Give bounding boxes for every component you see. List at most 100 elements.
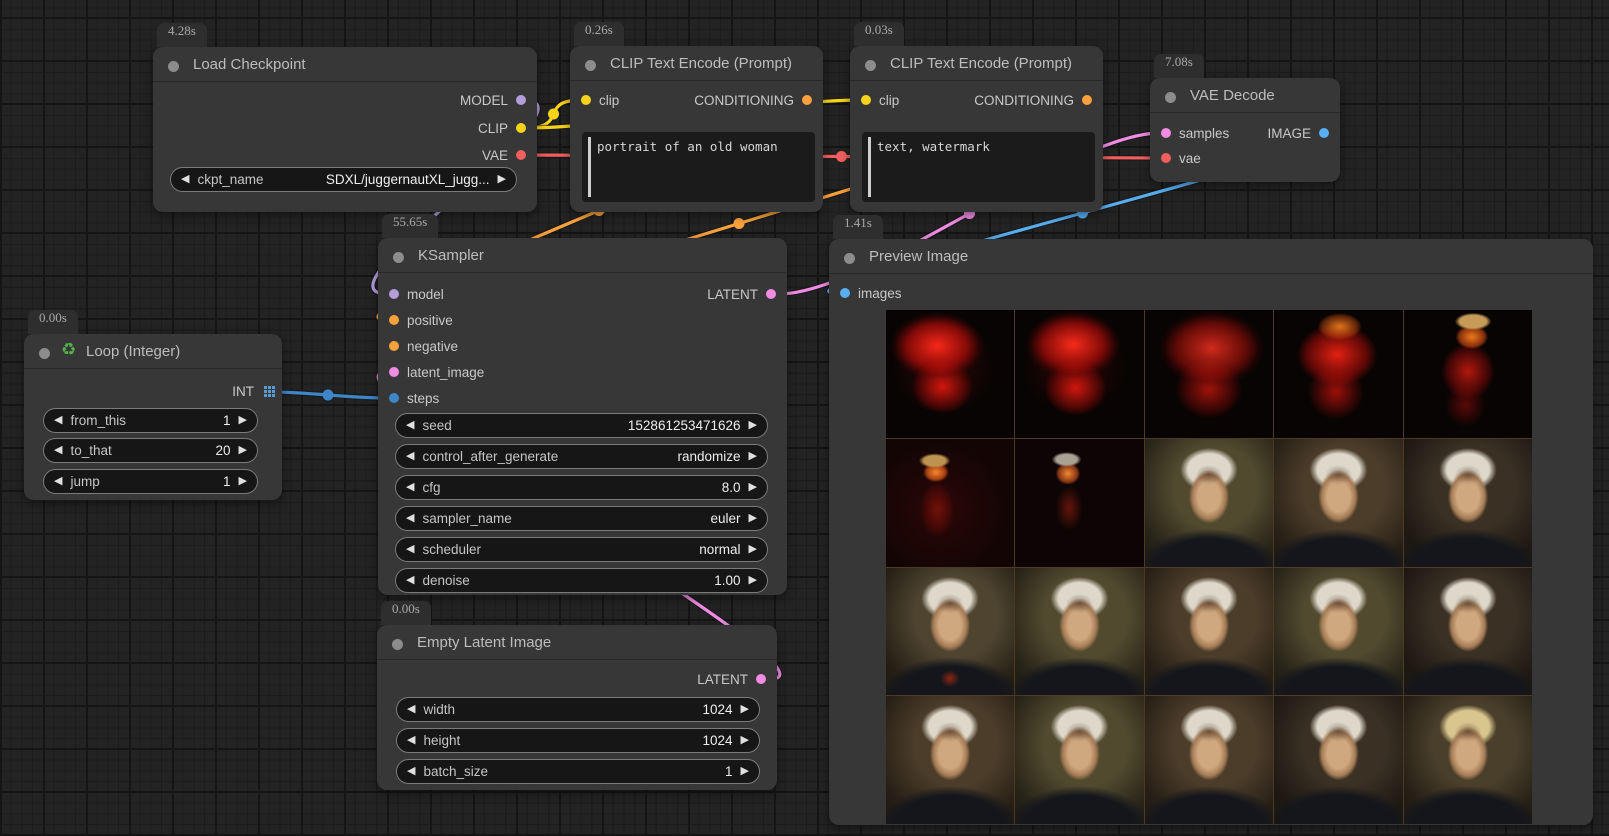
preview-image-cell-noise-e[interactable] (1403, 310, 1532, 438)
preview-image-cell-portrait-yellowscarf[interactable] (1403, 696, 1532, 824)
preview-image-cell-portrait-brown[interactable] (1144, 696, 1274, 824)
preview-image-cell-portrait-dark[interactable] (1403, 438, 1532, 567)
widget-sampler-name[interactable]: ◀ sampler_name euler ▶ (395, 506, 768, 531)
decrement-arrow-icon[interactable]: ◀ (54, 444, 63, 456)
widget-width[interactable]: ◀ width 1024 ▶ (396, 697, 760, 722)
decrement-arrow-icon[interactable]: ◀ (406, 481, 415, 493)
prompt-textarea[interactable]: text, watermark (862, 132, 1095, 202)
vae-port[interactable] (1161, 153, 1171, 163)
decrement-arrow-icon[interactable]: ◀ (406, 543, 415, 555)
preview-image-cell-portrait-olive[interactable] (1015, 696, 1144, 824)
decrement-arrow-icon[interactable]: ◀ (407, 734, 416, 746)
clip-port[interactable] (581, 95, 591, 105)
decrement-arrow-icon[interactable]: ◀ (54, 475, 63, 487)
increment-arrow-icon[interactable]: ▶ (748, 543, 757, 555)
node-clip-text-encode-negative[interactable]: 0.03s CLIP Text Encode (Prompt) clip CON… (850, 22, 1103, 212)
latent-port[interactable] (756, 674, 766, 684)
decrement-arrow-icon[interactable]: ◀ (406, 512, 415, 524)
node-load-checkpoint[interactable]: 4.28s Load Checkpoint MODEL CLIP VAE ◀ c… (153, 23, 537, 212)
preview-image-cell-noise-d[interactable] (1274, 310, 1403, 438)
increment-arrow-icon[interactable]: ▶ (740, 703, 749, 715)
samples-port[interactable] (1161, 128, 1171, 138)
prompt-textarea[interactable]: portrait of an old woman (582, 132, 815, 202)
latent-image-port[interactable] (389, 367, 399, 377)
steps-port[interactable] (389, 393, 399, 403)
decrement-arrow-icon[interactable]: ◀ (54, 414, 63, 426)
preview-image-cell-portrait-redchest[interactable] (886, 567, 1015, 696)
widget-cfg[interactable]: ◀ cfg 8.0 ▶ (395, 475, 768, 500)
decrement-arrow-icon[interactable]: ◀ (406, 450, 415, 462)
clip-port[interactable] (861, 95, 871, 105)
increment-arrow-icon[interactable]: ▶ (740, 765, 749, 777)
execution-time-badge: 4.28s (157, 23, 207, 47)
conditioning-port[interactable] (1082, 95, 1092, 105)
decrement-arrow-icon[interactable]: ◀ (406, 419, 415, 431)
widget-batch-size[interactable]: ◀ batch_size 1 ▶ (396, 759, 760, 784)
preview-image-cell-portrait-dark[interactable] (1274, 696, 1403, 824)
widget-ckpt-name[interactable]: ◀ ckpt_name SDXL/juggernautXL_jugg... ▶ (170, 167, 517, 192)
widget-scheduler[interactable]: ◀ scheduler normal ▶ (395, 537, 768, 562)
images-port[interactable] (840, 288, 850, 298)
increment-arrow-icon[interactable]: ▶ (748, 419, 757, 431)
preview-image-cell-portrait-dark[interactable] (1403, 567, 1532, 696)
node-loop-integer[interactable]: 0.00s ♻ Loop (Integer) INT ◀ from_this 1… (24, 310, 282, 500)
widget-denoise[interactable]: ◀ denoise 1.00 ▶ (395, 568, 768, 593)
positive-port[interactable] (389, 315, 399, 325)
preview-image-cell-portrait-brown[interactable] (886, 696, 1015, 824)
node-status-dot[interactable] (865, 60, 876, 71)
output-label: LATENT (697, 671, 748, 687)
vae-port[interactable] (516, 150, 526, 160)
preview-image-cell-noise-b[interactable] (1015, 310, 1144, 438)
clip-port[interactable] (516, 123, 526, 133)
decrement-arrow-icon[interactable]: ◀ (407, 765, 416, 777)
widget-seed[interactable]: ◀ seed 152861253471626 ▶ (395, 413, 768, 438)
node-vae-decode[interactable]: 7.08s VAE Decode samples vae IMAGE (1150, 54, 1340, 182)
increment-arrow-icon[interactable]: ▶ (238, 444, 247, 456)
preview-image-cell-portrait-brown[interactable] (1274, 438, 1403, 567)
node-status-dot[interactable] (39, 348, 50, 359)
conditioning-port[interactable] (802, 95, 812, 105)
increment-arrow-icon[interactable]: ▶ (748, 481, 757, 493)
model-port[interactable] (516, 95, 526, 105)
node-empty-latent-image[interactable]: 0.00s Empty Latent Image LATENT ◀ width … (377, 601, 777, 790)
node-preview-image[interactable]: 1.41s Preview Image images (829, 215, 1593, 825)
model-port[interactable] (389, 289, 399, 299)
node-status-dot[interactable] (1165, 92, 1176, 103)
decrement-arrow-icon[interactable]: ◀ (406, 574, 415, 586)
list-output-grid-icon[interactable] (264, 385, 267, 389)
node-status-dot[interactable] (844, 253, 855, 264)
latent-port[interactable] (766, 289, 776, 299)
preview-image-cell-noise-c[interactable] (1144, 310, 1274, 438)
node-ksampler[interactable]: 55.65s KSampler model positive negative … (378, 214, 787, 595)
preview-image-cell-emerge-a[interactable] (886, 438, 1015, 567)
widget-to-that[interactable]: ◀ to_that 20 ▶ (43, 438, 258, 463)
preview-image-cell-emerge-b[interactable] (1015, 438, 1144, 567)
node-status-dot[interactable] (392, 639, 403, 650)
image-port[interactable] (1319, 128, 1329, 138)
increment-arrow-icon[interactable]: ▶ (748, 450, 757, 462)
widget-from-this[interactable]: ◀ from_this 1 ▶ (43, 408, 258, 433)
node-status-dot[interactable] (393, 252, 404, 263)
increment-arrow-icon[interactable]: ▶ (238, 414, 247, 426)
node-status-dot[interactable] (168, 61, 179, 72)
widget-height[interactable]: ◀ height 1024 ▶ (396, 728, 760, 753)
widget-jump[interactable]: ◀ jump 1 ▶ (43, 469, 258, 494)
increment-arrow-icon[interactable]: ▶ (497, 173, 506, 185)
node-clip-text-encode-positive[interactable]: 0.26s CLIP Text Encode (Prompt) clip CON… (570, 22, 823, 212)
preview-image-cell-portrait-brown[interactable] (1144, 567, 1274, 696)
preview-image-cell-noise-a[interactable] (886, 310, 1015, 438)
preview-image-cell-portrait-olive[interactable] (1274, 567, 1403, 696)
input-slot-positive: positive (389, 310, 453, 330)
increment-arrow-icon[interactable]: ▶ (748, 512, 757, 524)
preview-image-cell-portrait-olive[interactable] (1144, 438, 1274, 567)
decrement-arrow-icon[interactable]: ◀ (407, 703, 416, 715)
increment-arrow-icon[interactable]: ▶ (238, 475, 247, 487)
negative-port[interactable] (389, 341, 399, 351)
increment-arrow-icon[interactable]: ▶ (748, 574, 757, 586)
widget-control-after-generate[interactable]: ◀ control_after_generate randomize ▶ (395, 444, 768, 469)
node-status-dot[interactable] (585, 60, 596, 71)
preview-image-cell-portrait-olive[interactable] (1015, 567, 1144, 696)
decrement-arrow-icon[interactable]: ◀ (181, 173, 190, 185)
increment-arrow-icon[interactable]: ▶ (740, 734, 749, 746)
